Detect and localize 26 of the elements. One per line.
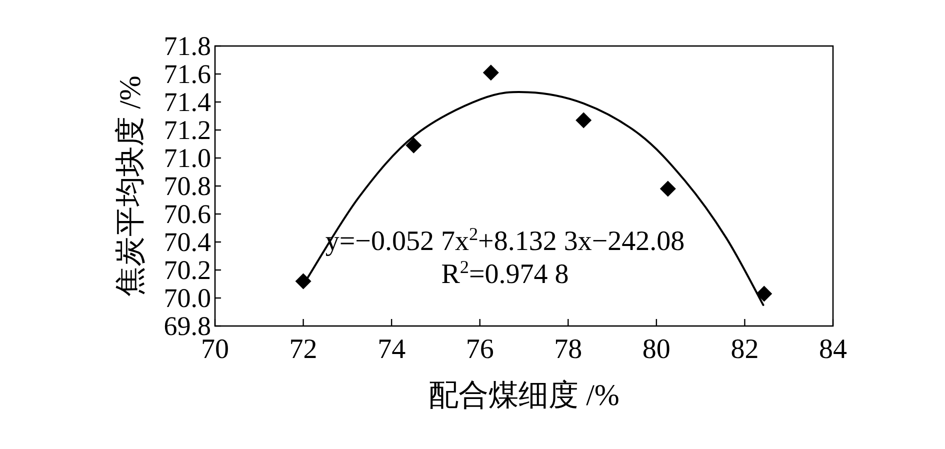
point: [660, 180, 676, 197]
point: [756, 286, 772, 302]
y-tick-label: 70.4: [164, 227, 212, 257]
y-tick-label: 71.8: [164, 31, 211, 61]
x-tick-label: 78: [554, 334, 582, 365]
y-tick-label: 70.2: [164, 255, 211, 285]
y-tick-label: 71.2: [164, 115, 211, 145]
x-tick-label: 80: [642, 334, 670, 365]
y-tick-label: 71.6: [164, 59, 211, 89]
x-tick-label: 76: [466, 334, 494, 365]
y-tick-label: 70.8: [164, 171, 211, 201]
y-tick-label: 70.6: [164, 199, 211, 229]
x-axis-title: 配合煤细度 /%: [428, 379, 620, 412]
point: [295, 273, 312, 290]
point: [406, 137, 422, 154]
x-tick-label: 84: [819, 334, 847, 365]
y-tick-label: 70.0: [164, 283, 211, 313]
y-axis-title: 焦炭平均块度 /%: [114, 76, 147, 296]
x-tick-label: 72: [289, 334, 318, 365]
x-tick-label: 82: [730, 334, 759, 365]
point: [576, 112, 592, 128]
x-tick-label: 74: [378, 334, 406, 365]
annotation: R$^{2}$=0.974 8: [441, 257, 569, 290]
y-tick-label: 71.4: [164, 87, 212, 117]
y-tick-label: 71.0: [164, 143, 211, 173]
point: [482, 64, 499, 81]
